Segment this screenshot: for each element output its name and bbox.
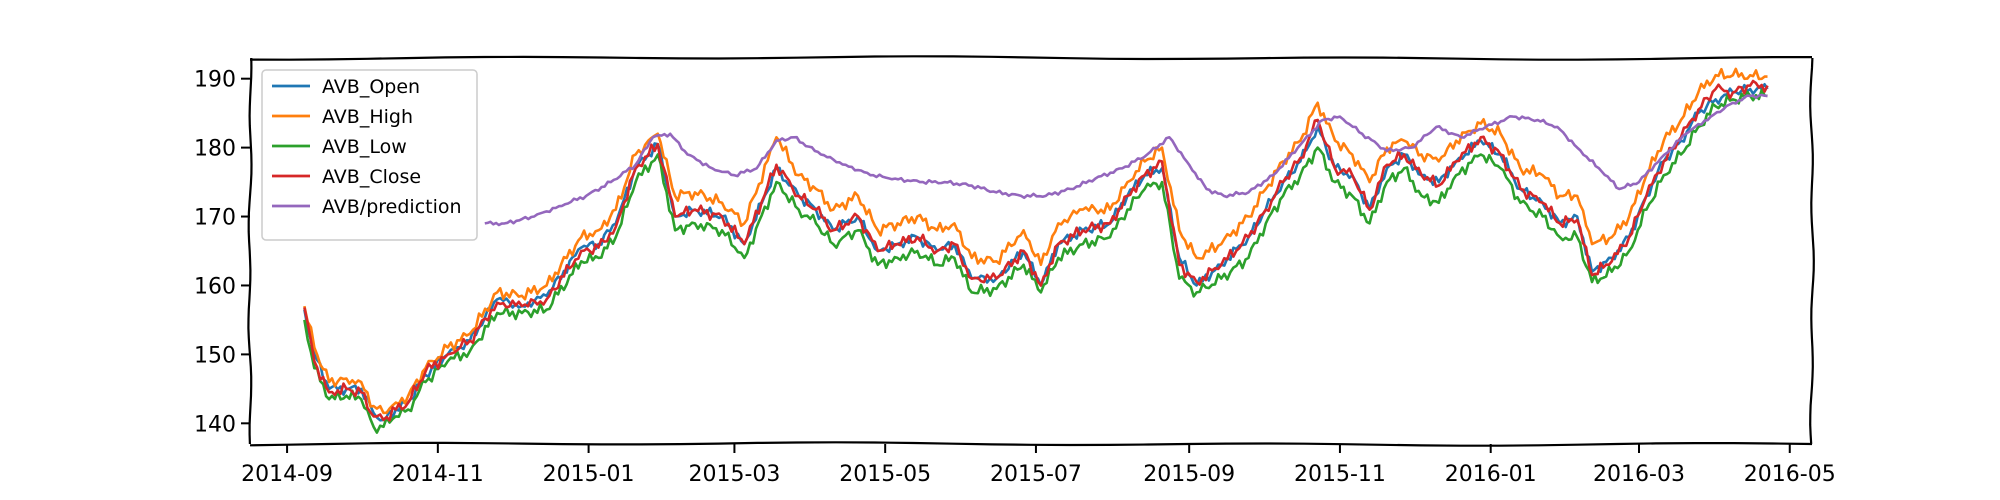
y-tick-label: 150 bbox=[194, 343, 236, 368]
y-axis: 140 150 160 170 180 190 bbox=[194, 68, 250, 437]
x-tick-label: 2016-03 bbox=[1593, 462, 1685, 487]
x-tick-label: 2016-01 bbox=[1445, 462, 1537, 487]
x-tick-label: 2014-11 bbox=[392, 462, 484, 487]
x-tick-label: 2016-05 bbox=[1744, 462, 1836, 487]
y-tick-label: 160 bbox=[194, 274, 236, 299]
series-line-1 bbox=[303, 67, 1768, 415]
x-tick-label: 2015-05 bbox=[839, 462, 931, 487]
y-tick-label: 180 bbox=[194, 137, 236, 162]
legend-label: AVB_Low bbox=[322, 136, 407, 158]
y-tick-label: 190 bbox=[194, 68, 236, 93]
x-tick-label: 2015-01 bbox=[543, 462, 635, 487]
legend-label: AVB_Close bbox=[322, 166, 421, 188]
y-tick-label: 140 bbox=[194, 412, 236, 437]
y-tick-label: 170 bbox=[194, 206, 236, 231]
x-tick-label: 2015-09 bbox=[1143, 462, 1235, 487]
x-axis: 2014-09 2014-11 2015-01 2015-03 2015-05 2015-… bbox=[241, 444, 1836, 487]
x-tick-label: 2015-07 bbox=[990, 462, 1082, 487]
series-line-4 bbox=[484, 93, 1768, 227]
series-line-3 bbox=[303, 79, 1769, 422]
legend-label: AVB_Open bbox=[322, 76, 420, 98]
legend-label: AVB/prediction bbox=[322, 196, 462, 218]
legend: AVB_Open AVB_High AVB_Low AVB_Close AVB/pred… bbox=[261, 69, 478, 241]
x-tick-label: 2015-03 bbox=[688, 462, 780, 487]
x-tick-label: 2014-09 bbox=[241, 462, 333, 487]
x-tick-label: 2015-11 bbox=[1294, 462, 1386, 487]
series-line-0 bbox=[303, 83, 1769, 422]
series-line-2 bbox=[303, 88, 1768, 434]
series-lines bbox=[303, 67, 1769, 434]
legend-label: AVB_High bbox=[322, 106, 413, 128]
legend-box bbox=[261, 69, 478, 241]
plot-frame bbox=[247, 55, 1815, 447]
